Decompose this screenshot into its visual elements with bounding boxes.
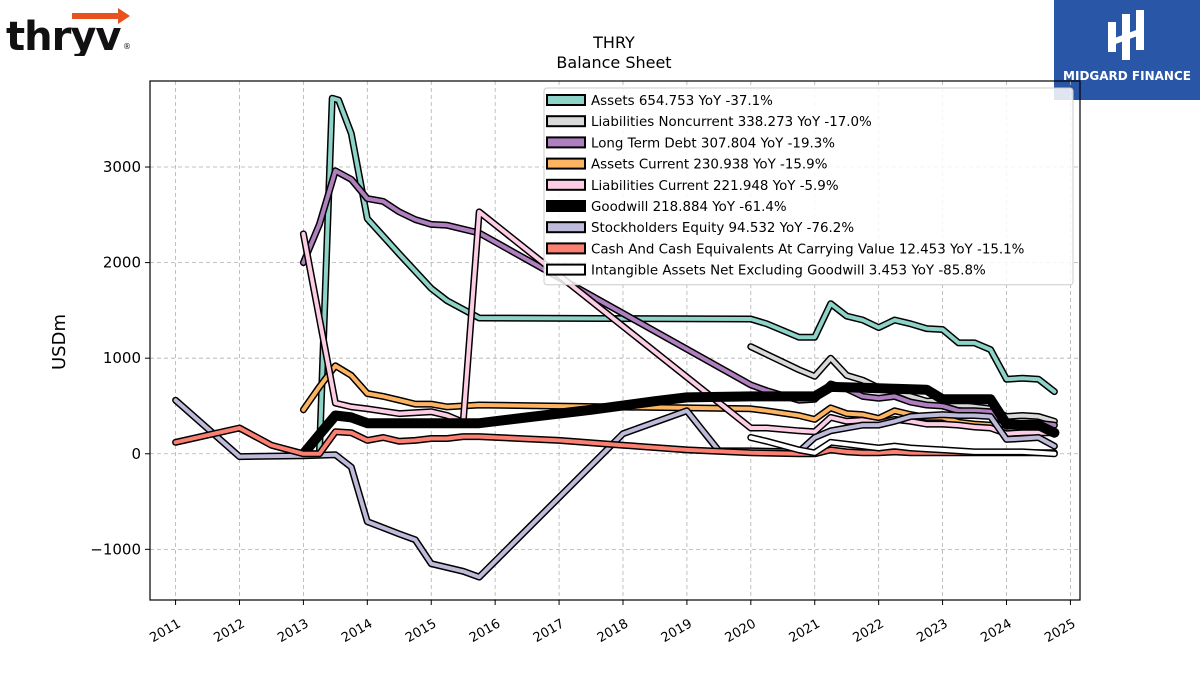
legend-label: Long Term Debt 307.804 YoY -19.3% [591, 136, 835, 151]
legend-label: Assets 654.753 YoY -37.1% [591, 94, 773, 109]
legend-swatch [546, 94, 586, 106]
legend-label: Intangible Assets Net Excluding Goodwill… [591, 264, 986, 279]
x-tick-label: 2023 [914, 616, 950, 646]
chart-subtitle: Balance Sheet [556, 53, 671, 72]
series-line [301, 209, 1057, 436]
x-tick-label: 2017 [531, 616, 567, 646]
legend-label: Cash And Cash Equivalents At Carrying Va… [591, 242, 1024, 257]
logo-arrow-icon [72, 8, 130, 24]
legend-label: Liabilities Current 221.948 YoY -5.9% [591, 179, 839, 194]
legend-swatch [546, 221, 586, 234]
thryv-logo: thryv ® [6, 4, 132, 60]
x-tick-label: 2018 [595, 616, 631, 646]
thryv-logo-graphic: thryv ® [6, 8, 131, 60]
y-tick-label: 1000 [103, 349, 141, 367]
x-tick-label: 2024 [978, 616, 1014, 646]
y-tick-label: −1000 [90, 540, 141, 558]
legend-label: Assets Current 230.938 YoY -15.9% [591, 158, 827, 173]
legend-swatch [546, 200, 586, 212]
x-tick-label: 2019 [659, 616, 695, 646]
legend-label: Goodwill 218.884 YoY -61.4% [591, 200, 787, 215]
logo-registered-mark: ® [123, 42, 131, 51]
x-tick-label: 2022 [850, 616, 886, 646]
x-tick-label: 2012 [211, 616, 247, 646]
series-line [299, 383, 1058, 458]
x-tick-label: 2011 [147, 616, 183, 646]
legend-swatch [546, 157, 586, 170]
legend-swatch [546, 242, 586, 255]
midgard-finance-badge: MIDGARD FINANCE [1054, 0, 1200, 100]
legend-label: Liabilities Noncurrent 338.273 YoY -17.0… [591, 115, 872, 130]
x-tick-label: 2016 [467, 616, 503, 646]
y-tick-label: 2000 [103, 254, 141, 272]
legend-swatch [546, 115, 586, 128]
x-tick-label: 2013 [275, 616, 311, 646]
legend-swatch [546, 136, 586, 149]
x-tick-label: 2020 [723, 616, 759, 646]
x-tick-label: 2021 [787, 616, 823, 646]
midgard-emblem-icon [1108, 10, 1144, 60]
legend: Assets 654.753 YoY -37.1% Liabilities Non… [543, 87, 1074, 286]
legend-label: Stockholders Equity 94.532 YoY -76.2% [591, 221, 854, 236]
y-axis-label: USDm [49, 314, 70, 370]
x-tick-label: 2015 [403, 616, 439, 646]
series-line [748, 435, 1057, 456]
x-tick-label: 2014 [339, 616, 375, 646]
badge-label: MIDGARD FINANCE [1063, 69, 1191, 83]
y-tick-label: 3000 [103, 158, 141, 176]
series-line [173, 426, 1057, 456]
logo-wordmark: thryv [6, 14, 121, 56]
series-lines [172, 94, 1060, 581]
legend-swatch [546, 178, 586, 191]
y-tick-label: 0 [131, 445, 141, 463]
legend-swatch [546, 263, 586, 276]
x-tick-label: 2025 [1042, 616, 1078, 646]
plot-frame [149, 80, 1081, 601]
chart-title: THRY [592, 33, 635, 52]
legend-box [543, 87, 1074, 286]
